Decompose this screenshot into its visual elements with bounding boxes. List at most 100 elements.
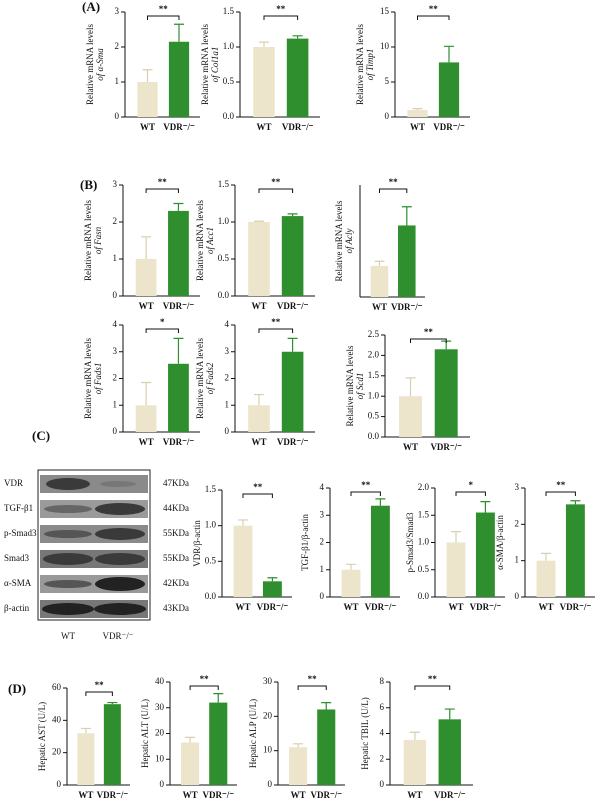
bar [398,225,416,297]
x-tick-label: WT [448,602,463,612]
x-tick-label: VDR⁻/⁻ [560,602,592,612]
significance-label: ** [271,317,281,327]
significance-label: ** [159,4,169,14]
bar [135,405,157,432]
lane-label: WT [61,631,75,641]
significance-bracket [145,328,179,333]
y-tick-label: 40 [155,676,165,686]
error-bar [374,260,385,266]
x-tick-label: VDR⁻/⁻ [257,602,289,612]
bar [536,560,556,597]
x-tick-label: VDR⁻/⁻ [310,790,342,800]
x-tick-label: WT [538,602,553,612]
x-tick-label: VDR⁻/⁻ [391,302,423,312]
y-tick-label: 1.5 [223,6,235,16]
y-tick-label: 0.0 [418,591,430,601]
error-bar [141,381,152,406]
error-bar [213,692,224,703]
y-tick-label: 3 [113,346,118,356]
error-bar [287,213,298,217]
y-tick-label: 0 [57,779,62,789]
y-axis-label: of Fasn [93,226,103,254]
error-bar [185,736,196,743]
size-label: 55KDa [163,553,189,563]
y-tick-label: 10 [155,753,165,763]
y-tick-label: 2 [225,373,230,383]
error-bar [570,500,581,505]
y-axis-label: of Scd1 [355,373,365,400]
significance-label: ** [424,327,434,337]
error-bar [375,498,386,506]
bar [317,709,336,785]
significance-label: ** [158,177,168,187]
x-tick-label: VDR⁻/⁻ [163,122,195,132]
x-tick-label: VDR⁻/⁻ [433,122,465,132]
y-tick-label: 3 [515,482,520,492]
bar [233,525,253,597]
y-tick-label: 1 [225,399,230,409]
significance-bracket [379,188,408,193]
y-tick-label: 0.5 [205,555,217,565]
error-bar [405,377,416,397]
y-tick-label: 1 [515,555,520,565]
panel-label: (B) [80,177,97,192]
protein-label: p-Smad3 [4,528,37,538]
bar [168,41,190,117]
error-bar [444,708,455,720]
y-axis-label: α-SMA/β-actin [495,515,505,570]
y-tick-label: 1.5 [205,484,217,494]
bar [77,733,95,785]
bar [168,210,189,296]
y-axis-label: Relative mRNA levels [83,338,93,419]
significance-bracket [85,691,113,696]
y-axis-label: VDR/β-actin [192,520,202,567]
significance-bracket [545,491,576,496]
significance-bracket [242,493,273,498]
significance-label: ** [253,482,263,492]
y-tick-label: 0.0 [205,591,217,601]
significance-label: ** [276,4,286,14]
y-tick-label: 0 [515,591,520,601]
x-tick-label: VDR⁻/⁻ [163,301,195,311]
bar-chart: 0.0 0.5 1.0 1.5 Relative mRNA levels of Col1a… [200,4,320,132]
error-bar [409,731,420,740]
y-tick-label: 0 [160,779,165,789]
error-bar [142,69,153,82]
x-tick-label: WT [139,301,154,311]
bar-chart: 0.0 0.5 1.0 1.5 Relative mRNA levels of Acc1 W… [195,177,315,311]
y-axis-label: Relative mRNA levels [345,345,355,426]
significance-bracket [455,491,486,496]
y-tick-label: 0 [380,779,385,789]
y-tick-label: 0.5 [218,253,230,263]
y-tick-label: 1.0 [223,41,235,51]
y-tick-label: 0.5 [223,76,235,86]
bar-chart: Relative mRNA levels of Acly WT VDR⁻/⁻ ** [334,177,425,312]
error-bar [173,202,184,211]
y-tick-label: 40 [52,714,62,724]
y-tick-label: 0 [113,426,118,436]
y-tick-label: 30 [263,676,273,686]
error-bar [267,577,278,582]
y-axis-label: of Timp1 [365,49,375,81]
y-tick-label: 1 [115,76,120,86]
significance-label: ** [200,674,210,684]
y-axis-label: Relative mRNA levels [83,200,93,281]
size-label: 55KDa [163,528,189,538]
y-axis-label: Hepatic ALT (U/L) [140,699,150,768]
bar [403,739,427,785]
error-bar [107,701,118,705]
bar [262,581,282,597]
y-tick-label: 3 [115,6,120,16]
significance-bracket [297,685,327,690]
y-tick-label: 2.5 [368,329,380,339]
protein-label: α-SMA [4,578,32,588]
y-tick-label: 1.5 [368,370,380,380]
y-axis-label: of Acc1 [205,227,215,254]
bar-chart: 0 10 20 30 40 Hepatic ALT (U/L) WT VDR⁻/⁻ ** [140,674,237,800]
bar-chart: 0 5 10 15 Relative mRNA levels of Timp1 WT VDR⁻… [355,4,470,132]
y-tick-label: 10 [263,745,273,755]
panel-label: (C) [32,428,50,443]
significance-label: ** [429,4,439,14]
y-tick-label: 10 [380,41,390,51]
bar [407,110,428,117]
